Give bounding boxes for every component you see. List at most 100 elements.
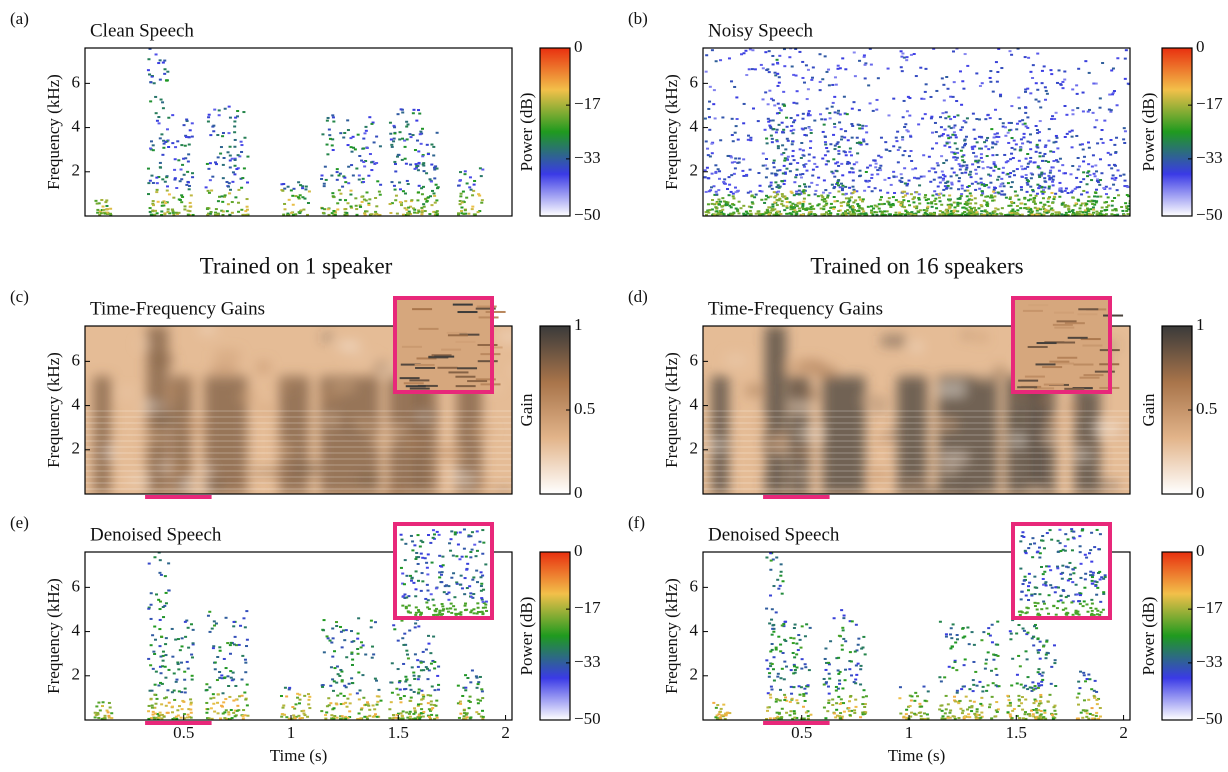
energy: [192, 642, 195, 644]
energy: [1026, 141, 1029, 143]
noise: [820, 213, 823, 215]
energy: [837, 165, 840, 167]
noise: [1010, 105, 1013, 107]
energy: [350, 205, 353, 207]
zoom-detail: [1076, 593, 1079, 595]
energy: [192, 629, 195, 631]
noise: [892, 204, 895, 206]
energy: [391, 692, 394, 694]
energy: [246, 715, 249, 717]
energy: [800, 668, 803, 670]
zoom-detail: [467, 380, 487, 382]
noise: [1001, 207, 1004, 209]
noise: [734, 157, 737, 159]
energy: [414, 168, 417, 170]
noise: [964, 172, 967, 174]
energy: [804, 700, 807, 702]
zoom-detail: [1054, 591, 1057, 593]
noise: [1016, 168, 1019, 170]
zoom-detail: [410, 580, 413, 582]
energy: [185, 119, 188, 121]
noise: [922, 154, 925, 156]
energy: [366, 701, 369, 703]
noise: [870, 210, 873, 212]
energy: [151, 704, 154, 706]
noise: [737, 190, 740, 192]
energy: [965, 696, 968, 698]
gain-stripe: [85, 482, 512, 484]
noise: [1107, 152, 1110, 154]
energy: [423, 170, 426, 172]
energy: [955, 174, 958, 176]
energy: [798, 185, 801, 187]
energy: [827, 702, 830, 704]
noise: [789, 201, 792, 203]
zoom-detail: [476, 613, 479, 615]
noise: [1116, 214, 1119, 216]
energy: [1094, 680, 1097, 682]
energy: [207, 116, 210, 118]
energy: [968, 716, 971, 718]
energy: [476, 699, 479, 701]
noise: [735, 208, 738, 210]
noise: [1002, 122, 1005, 124]
energy: [435, 184, 438, 186]
panel: 2460.511.52Time (s)Frequency (kHz)Denois…: [628, 513, 1223, 765]
noise: [855, 161, 858, 163]
energy: [953, 661, 956, 663]
noise: [1071, 165, 1074, 167]
zoom-detail: [421, 572, 424, 574]
energy: [376, 716, 379, 718]
energy: [417, 666, 420, 668]
colorbar-label: Gain: [517, 393, 536, 427]
energy: [148, 705, 151, 707]
zoom-detail: [1057, 320, 1077, 322]
energy: [779, 699, 782, 701]
energy: [435, 211, 438, 213]
energy: [956, 634, 959, 636]
energy: [987, 174, 990, 176]
noise: [1126, 194, 1129, 196]
colorbar-tick-label: −50: [1196, 205, 1223, 224]
y-tick-label: 4: [72, 394, 81, 413]
energy: [776, 62, 779, 64]
gain-stripe: [85, 470, 512, 472]
noise: [706, 167, 709, 169]
energy: [159, 559, 162, 561]
zoom-detail: [1062, 602, 1065, 604]
energy: [978, 681, 981, 683]
energy: [399, 131, 402, 133]
noise: [715, 193, 718, 195]
energy: [775, 557, 778, 559]
energy: [321, 629, 324, 631]
energy: [467, 213, 470, 215]
zoom-detail: [434, 610, 437, 612]
energy: [240, 151, 243, 153]
energy: [166, 190, 169, 192]
energy: [343, 132, 346, 134]
noise: [1105, 193, 1108, 195]
energy: [1029, 160, 1032, 162]
noise: [1032, 64, 1035, 66]
energy: [459, 203, 462, 205]
energy: [159, 619, 162, 621]
energy: [971, 631, 974, 633]
energy: [410, 199, 413, 201]
noise: [706, 210, 709, 212]
energy: [213, 109, 216, 111]
energy: [413, 675, 416, 677]
zoom-detail: [450, 538, 453, 540]
noise: [1053, 118, 1056, 120]
energy: [983, 141, 986, 143]
zoom-detail: [1043, 547, 1046, 549]
energy: [1044, 210, 1047, 212]
energy: [152, 714, 155, 716]
zoom-detail: [1030, 595, 1033, 597]
noise: [981, 82, 984, 84]
energy: [713, 214, 716, 216]
energy: [855, 706, 858, 708]
energy: [379, 194, 382, 196]
zoom-detail: [425, 602, 428, 604]
energy: [965, 169, 968, 171]
energy: [320, 710, 323, 712]
